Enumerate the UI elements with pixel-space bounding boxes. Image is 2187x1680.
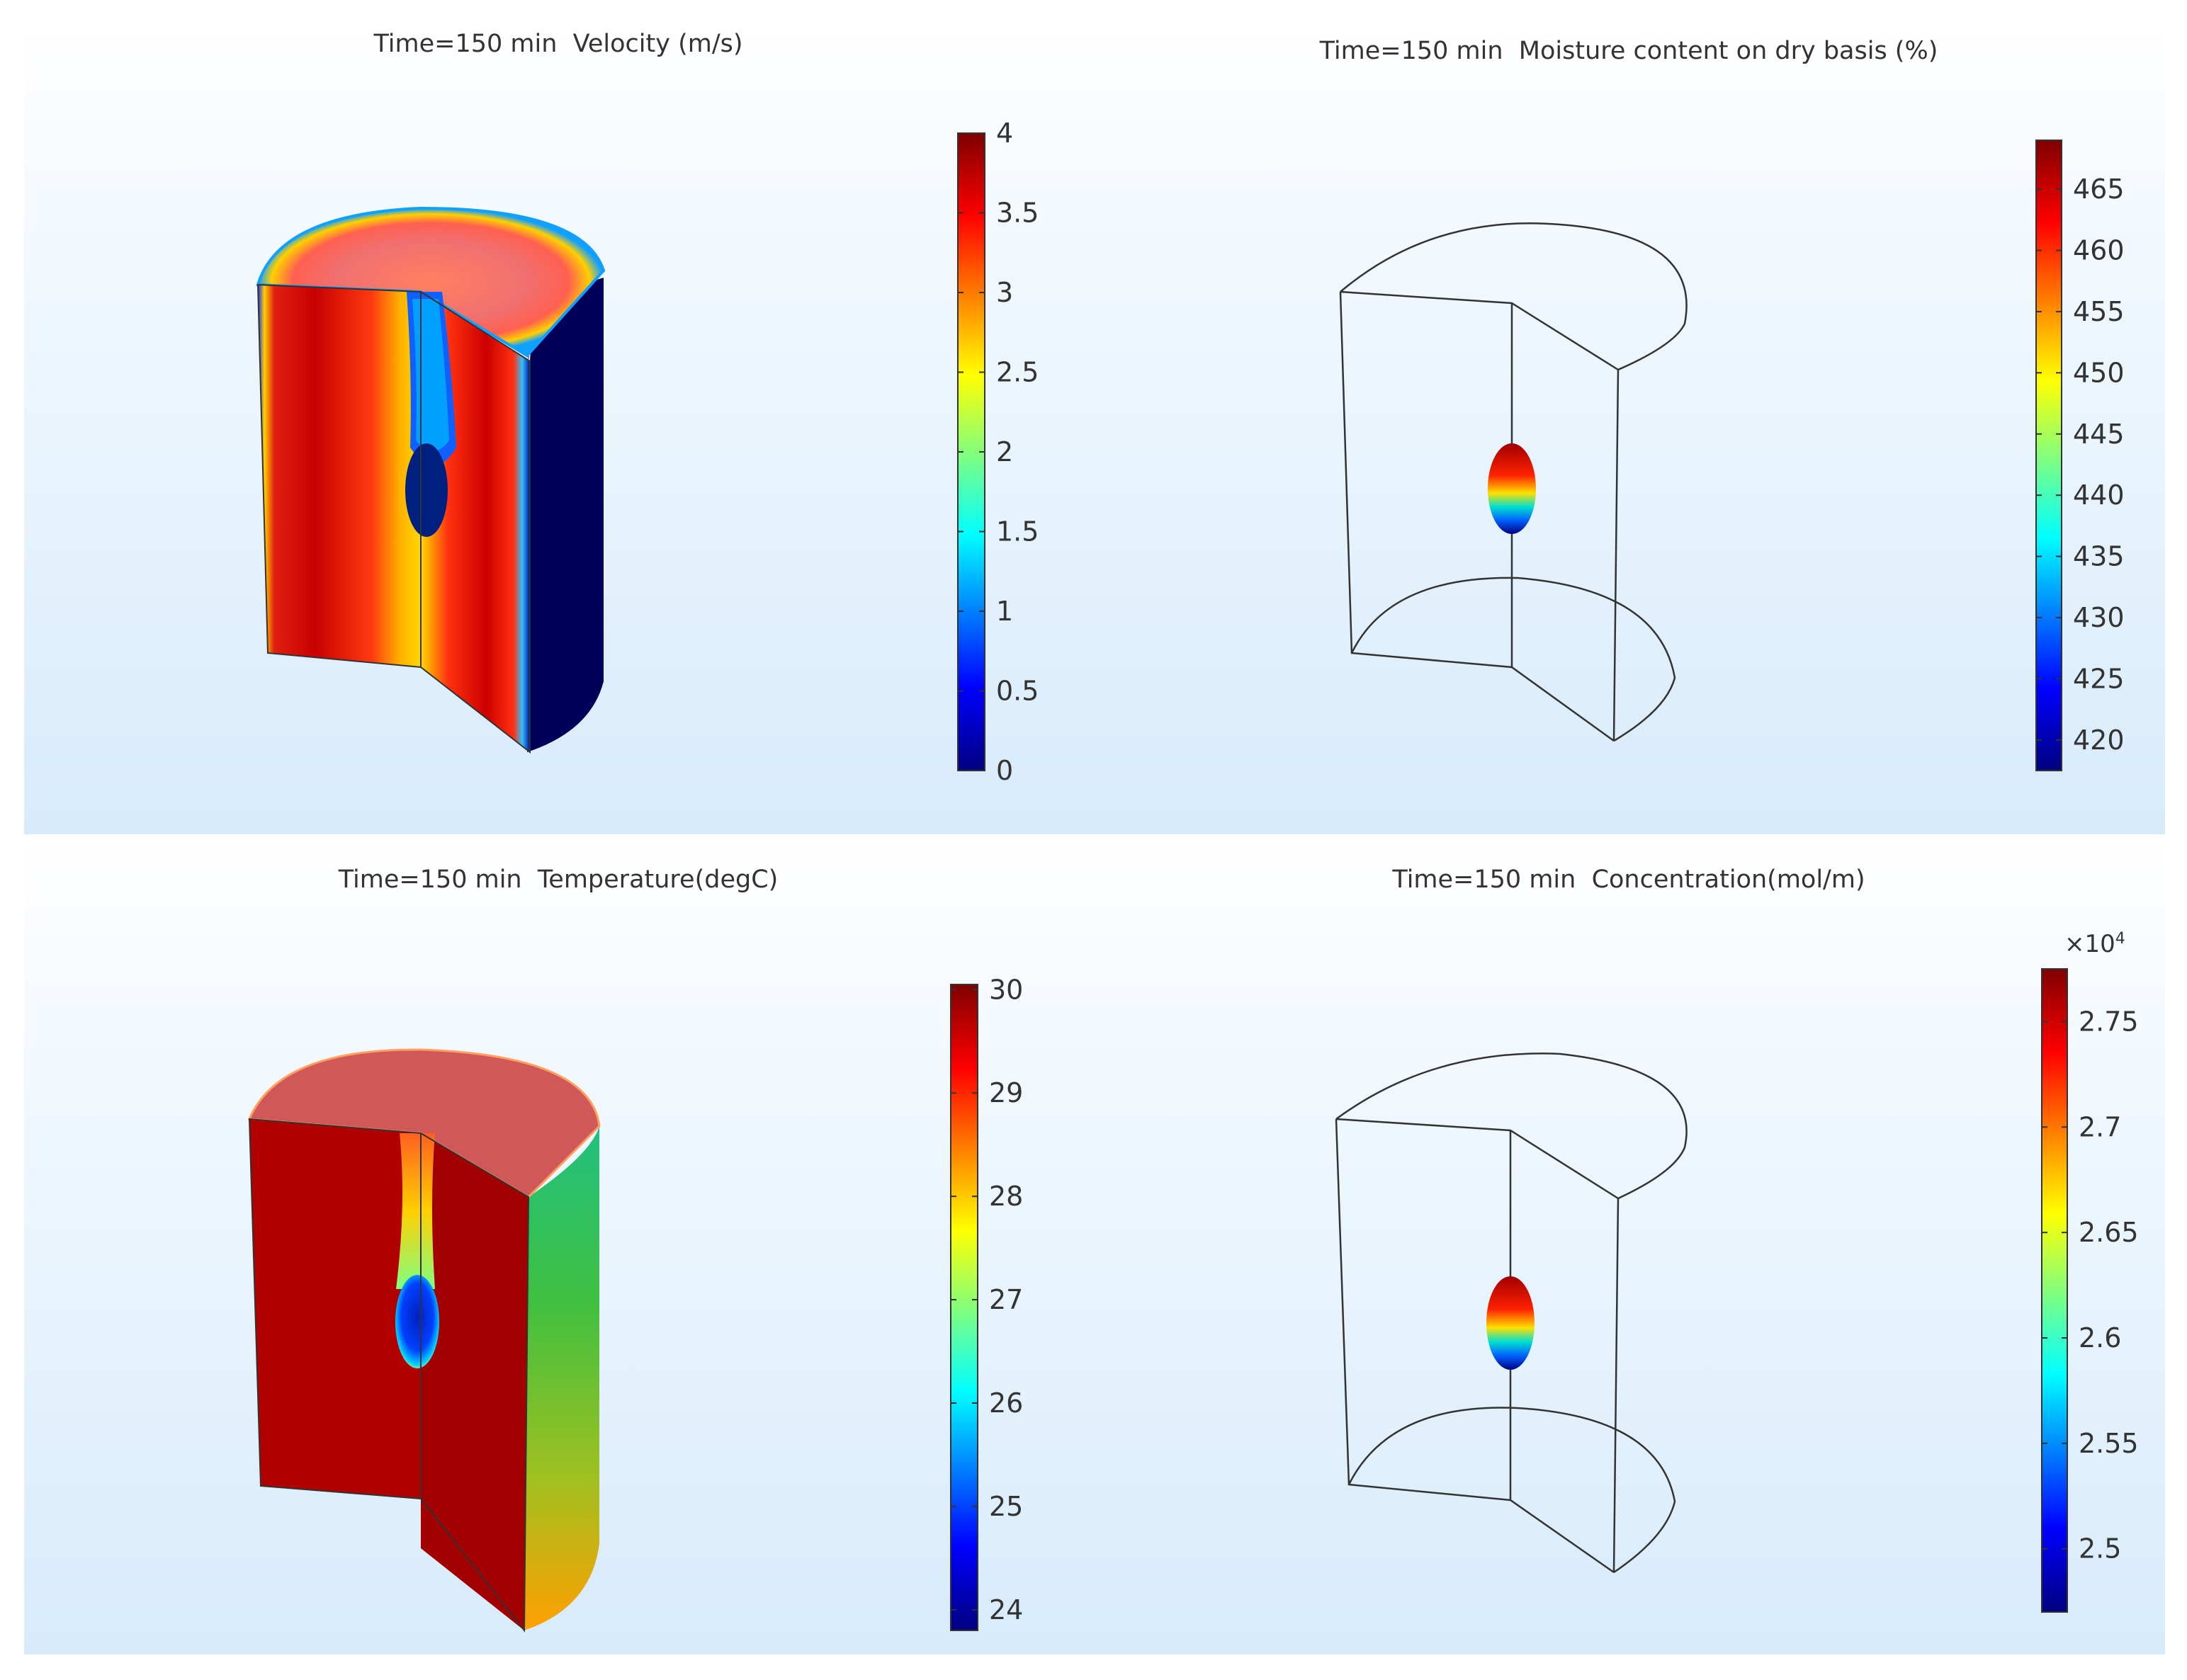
colorbar-tick-label: 3: [996, 277, 1013, 308]
colorbar-tick-label: 1.5: [996, 516, 1039, 547]
colorbar-tick-label: 30: [989, 974, 1023, 1005]
colorbar-tick-label: 455: [2073, 296, 2125, 327]
concentration-wireframe: [1335, 1052, 1688, 1574]
colorbar-tick-label: 0.5: [996, 676, 1039, 707]
moisture-colorbar-ticks: 420 425 430 435 440 445 450 455 460 465: [2036, 174, 2125, 756]
colorbar-tick-label: 2.5: [996, 357, 1039, 388]
colorbar-tick-label: 2.7: [2079, 1111, 2121, 1142]
colorbar-tick-label: 460: [2073, 235, 2125, 266]
colorbar-tick-label: 27: [989, 1284, 1023, 1315]
moisture-title: Time=150 min Moisture content on dry bas…: [1319, 37, 1938, 65]
temperature-colorbar-ticks: 24 25 26 27 28 29 30: [951, 974, 1023, 1625]
concentration-multiplier: ×104: [2064, 930, 2125, 958]
concentration-title: Time=150 min Concentration(mol/m): [1392, 865, 1865, 894]
colorbar-tick-label: 450: [2073, 357, 2125, 388]
velocity-panel: Time=150 min Velocity (m/s): [24, 23, 1092, 834]
colorbar-tick-label: 445: [2073, 419, 2125, 450]
moisture-colorbar: [2035, 140, 2062, 771]
moisture-plot: 420 425 430 435 440 445 450 455 460 465: [1339, 140, 2125, 771]
colorbar-tick-label: 425: [2073, 663, 2125, 694]
velocity-title: Time=150 min Velocity (m/s): [373, 30, 743, 58]
colorbar-tick-label: 2.6: [2079, 1322, 2121, 1353]
colorbar-tick-label: 4: [996, 118, 1013, 149]
colorbar-tick-label: 435: [2073, 541, 2125, 572]
colorbar-tick-label: 25: [989, 1491, 1023, 1522]
colorbar-tick-label: 2.5: [2079, 1533, 2121, 1565]
colorbar-tick-label: 2.65: [2079, 1217, 2139, 1248]
colorbar-tick-label: 440: [2073, 479, 2125, 511]
velocity-colorbar-ticks: 0 0.5 1 1.5 2 2.5 3 3.5 4: [958, 118, 1039, 786]
colorbar-tick-label: 24: [989, 1594, 1023, 1625]
temperature-panel: Time=150 min Temperature(degC): [24, 836, 1092, 1655]
colorbar-tick-label: 28: [989, 1181, 1023, 1212]
colorbar-tick-label: 2: [996, 436, 1013, 467]
colorbar-tick-label: 3.5: [996, 198, 1039, 229]
concentration-sphere: [1486, 1276, 1535, 1370]
colorbar-tick-label: 0: [996, 755, 1013, 786]
colorbar-tick-label: 420: [2073, 725, 2125, 756]
colorbar-tick-label: 465: [2073, 174, 2125, 205]
moisture-panel: Time=150 min Moisture content on dry bas…: [1092, 23, 2165, 834]
colorbar-tick-label: 26: [989, 1387, 1023, 1419]
colorbar-tick-label: 2.55: [2079, 1428, 2139, 1459]
temperature-colorbar: [950, 984, 978, 1631]
temperature-title: Time=150 min Temperature(degC): [338, 865, 779, 894]
velocity-plot: 0 0.5 1 1.5 2 2.5 3 3.5 4: [256, 118, 1039, 786]
concentration-colorbar: [2041, 968, 2068, 1613]
concentration-panel: Time=150 min Concentration(mol/m) ×104 2…: [1092, 836, 2165, 1655]
velocity-outer-side: [527, 278, 604, 752]
colorbar-tick-label: 29: [989, 1077, 1023, 1108]
moisture-sphere: [1488, 443, 1536, 534]
temperature-plot: 24 25 26 27 28 29 30: [247, 974, 1023, 1633]
colorbar-tick-label: 2.75: [2079, 1006, 2139, 1037]
velocity-sphere: [405, 443, 448, 537]
temperature-sphere: [395, 1275, 439, 1368]
colorbar-tick-label: 1: [996, 596, 1013, 627]
temperature-outer-side: [524, 1126, 599, 1630]
concentration-colorbar-ticks: 2.5 2.55 2.6 2.65 2.7 2.75: [2042, 1006, 2139, 1565]
colorbar-tick-label: 430: [2073, 602, 2125, 633]
concentration-plot: ×104 2.5 2.55 2.6 2.65 2.7 2.75: [1335, 930, 2139, 1613]
